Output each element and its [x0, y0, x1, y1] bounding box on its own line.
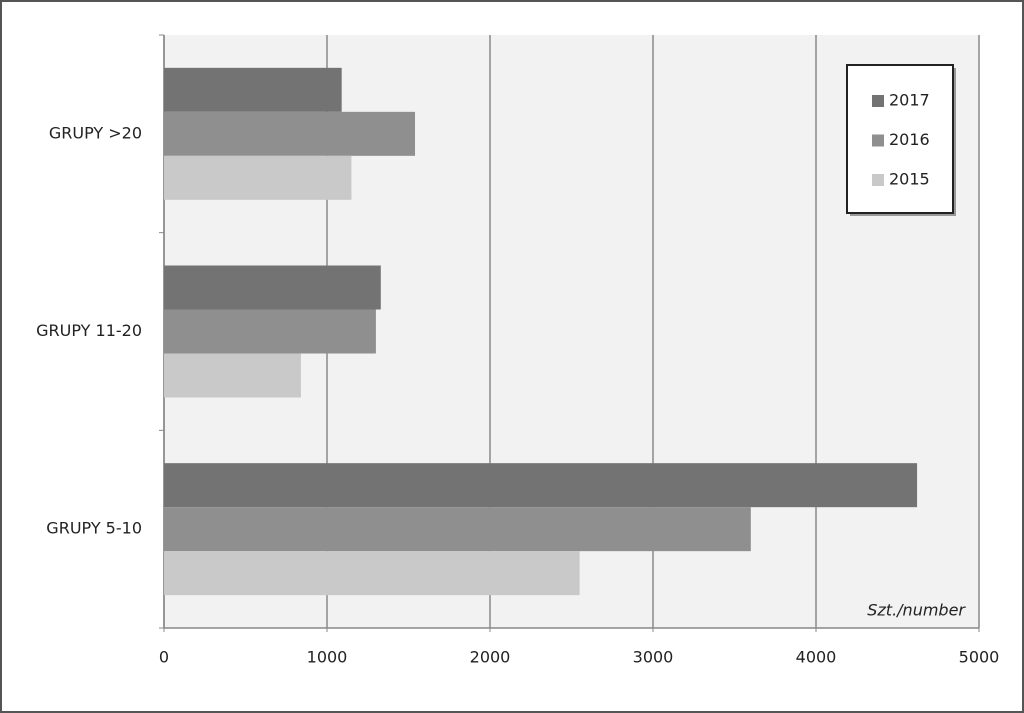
- x-tick-label: 3000: [633, 648, 674, 667]
- x-tick-label: 4000: [796, 648, 837, 667]
- bar: [164, 265, 381, 310]
- bar: [164, 111, 416, 156]
- y-tick-label: GRUPY >20: [49, 123, 142, 142]
- legend: [846, 64, 954, 214]
- legend-swatch: [872, 134, 884, 147]
- legend-label: 2017: [889, 91, 930, 110]
- x-tick-label: 1000: [307, 648, 348, 667]
- y-tick-label: GRUPY 5-10: [46, 519, 142, 538]
- bar: [164, 551, 580, 596]
- bar: [164, 507, 751, 552]
- bar: [164, 463, 918, 508]
- x-tick-label: 2000: [470, 648, 511, 667]
- legend-swatch: [872, 95, 884, 107]
- legend-label: 2015: [889, 170, 930, 189]
- x-tick-label: 0: [159, 648, 169, 667]
- bar: [164, 67, 342, 112]
- y-tick-label: GRUPY 11-20: [36, 321, 142, 340]
- legend-swatch: [872, 174, 884, 186]
- x-tick-label: 5000: [959, 648, 1000, 667]
- legend-label: 2016: [889, 130, 930, 149]
- x-axis-label: Szt./number: [867, 601, 966, 620]
- bar: [164, 309, 376, 354]
- bar: [164, 155, 352, 200]
- bar: [164, 353, 301, 398]
